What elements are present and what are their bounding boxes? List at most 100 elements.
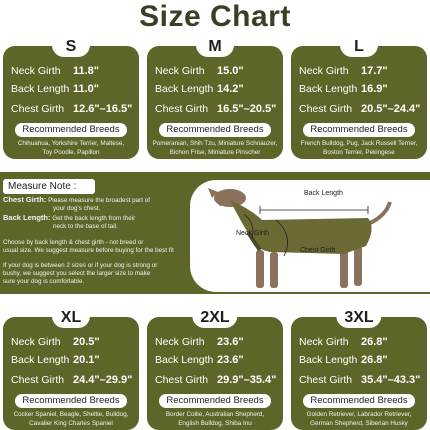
neck-girth-line [243,213,254,239]
dog-illustration: Back Length Neck Girth Chest Girth [208,188,392,288]
back-length-label: Back Length [155,83,214,95]
chest-girth-row: Chest Girth 35.4"–43.3" [299,372,421,388]
size-card-s: S Neck Girth 11.8" Back Length 11.0" Chest Gi… [3,37,139,159]
neck-girth-value: 23.6" [217,336,244,348]
neck-girth-label: Neck Girth [155,65,205,77]
back-length-row: Back Length 23.6" [155,352,277,368]
back-length-label: Back Length [11,354,70,366]
back-length-note: Back Length: Get the back length from th… [3,214,181,231]
measure-note-panel: Measure Note : Chest Girth: Please measu… [0,172,430,294]
size-card-2xl: 2XL Neck Girth 23.6" Back Length 23.6" Chest … [147,308,283,430]
neck-girth-row: Neck Girth 26.8" [299,334,421,350]
neck-girth-value: 17.7" [361,65,388,77]
back-length-label: Back Length [155,354,214,366]
neck-girth-row: Neck Girth 20.5" [11,334,133,350]
size-tip-2: If your dog is between 2 sizes or if you… [3,262,181,286]
breed-list-line-1: Border Collie, Australian Shepherd, [165,411,265,418]
chest-girth-row: Chest Girth 24.4"–29.9" [11,372,133,388]
breed-list-line-2: German Shepherd, Siberian Husky [310,420,408,427]
chest-girth-label: Chest Girth [11,103,65,115]
back-length-note-desc-2: neck to the base of tail. [53,223,118,230]
size-label: M [196,37,234,57]
chest-girth-value: 16.5"–20.5" [217,103,277,115]
size-label: L [340,37,378,57]
neck-girth-value: 20.5" [73,336,100,348]
breed-list-line-1: Chihuahua, Yorkshire Terrier, Maltese, [17,140,125,147]
back-length-label: Back Length [299,83,358,95]
chest-girth-note-desc-2: your dog's chest. [53,205,101,212]
neck-girth-label: Neck Girth [236,230,269,237]
recommended-breeds-button: Recommended Breeds [159,123,271,137]
back-length-row: Back Length 16.9" [299,81,421,97]
breed-list-line-2: Toy Poodle, Papillon [42,149,100,156]
size-tip-1: Choose by back length & chest girth - no… [3,239,181,255]
dog-measure-diagram: Back Length Neck Girth Chest Girth [190,180,430,292]
size-tip-1-line-2: usual size. We suggest measure before bu… [3,247,174,254]
back-length-note-title: Back Length: [3,213,51,222]
back-length-value: 23.6" [217,354,244,366]
chest-girth-value: 29.9"–35.4" [217,374,277,386]
breed-list-line-1: Golden Retriever, Labrador Retriever, [306,411,412,418]
size-card-l: L Neck Girth 17.7" Back Length 16.9" Chest Gi… [291,37,427,159]
chest-girth-label: Chest Girth [155,103,209,115]
recommended-breeds-button: Recommended Breeds [15,123,127,137]
recommended-breeds-button: Recommended Breeds [15,394,127,408]
breed-list: Border Collie, Australian Shepherd, Engli… [150,410,280,428]
neck-girth-row: Neck Girth 17.7" [299,63,421,79]
breed-list-line-2: English Bulldog, Shiba Inu [178,420,252,427]
breed-list-line-2: Boston Terrier, Pekingese [323,149,395,156]
size-tip-2-line-3: sure your dog is comfortable. [3,278,85,285]
breed-list: Cocker Spaniel, Beagle, Sheltie, Bulldog… [6,410,136,428]
back-length-row: Back Length 20.1" [11,352,133,368]
recommended-breeds-button: Recommended Breeds [303,123,415,137]
back-length-note-desc-1: Get the back length from their [52,215,136,222]
chest-girth-label: Chest Girth [300,247,336,254]
chest-girth-value: 12.6"–16.5" [73,103,133,115]
back-length-row: Back Length 11.0" [11,81,133,97]
size-tip-1-line-1: Choose by back length & chest girth - no… [3,239,144,246]
size-tip-2-line-2: bushy, we suggest you select the larger … [3,270,151,277]
neck-girth-label: Neck Girth [299,65,349,77]
back-length-value: 16.9" [361,83,388,95]
chest-girth-label: Chest Girth [299,103,353,115]
neck-girth-label: Neck Girth [11,65,61,77]
size-tip-2-line-1: If your dog is between 2 sizes or if you… [3,262,158,269]
chest-girth-label: Chest Girth [155,374,209,386]
breed-list: Golden Retriever, Labrador Retriever, Ger… [294,410,424,428]
neck-girth-value: 11.8" [73,65,100,77]
neck-girth-row: Neck Girth 23.6" [155,334,277,350]
chest-girth-row: Chest Girth 16.5"–20.5" [155,101,277,117]
neck-girth-label: Neck Girth [299,336,349,348]
neck-girth-row: Neck Girth 15.0" [155,63,277,79]
breed-list-line-2: Bichon Frise, Miniature Pinscher [169,149,261,156]
back-length-label: Back Length [299,354,358,366]
chest-girth-label: Chest Girth [299,374,353,386]
back-length-value: 20.1" [73,354,100,366]
size-card-m: M Neck Girth 15.0" Back Length 14.2" Chest Gi… [147,37,283,159]
chest-girth-line [275,219,288,257]
breed-list: Chihuahua, Yorkshire Terrier, Maltese, To… [6,139,136,157]
size-label: XL [52,308,90,328]
back-length-value: 26.8" [361,354,388,366]
back-length-row: Back Length 26.8" [299,352,421,368]
back-length-label: Back Length [11,83,70,95]
recommended-breeds-button: Recommended Breeds [159,394,271,408]
chest-girth-label: Chest Girth [11,374,65,386]
back-length-value: 14.2" [217,83,244,95]
dog-coat-icon [230,200,372,254]
size-card-3xl: 3XL Neck Girth 26.8" Back Length 26.8" Chest … [291,308,427,430]
page-title: Size Chart [139,0,291,33]
neck-girth-row: Neck Girth 11.8" [11,63,133,79]
recommended-breeds-button: Recommended Breeds [303,394,415,408]
neck-girth-label: Neck Girth [155,336,205,348]
neck-girth-label: Neck Girth [11,336,61,348]
chest-girth-note-desc-1: Please measure the broadest part of [48,197,150,204]
chest-girth-note: Chest Girth: Please measure the broadest… [3,196,181,213]
size-label: 3XL [336,308,382,328]
size-label: 2XL [192,308,238,328]
chest-girth-value: 35.4"–43.3" [361,374,421,386]
breed-list-line-1: Cocker Spaniel, Beagle, Sheltie, Bulldog… [13,411,129,418]
breed-list-line-1: French Bulldog, Pug, Jack Russell Terrie… [300,140,418,147]
chest-girth-row: Chest Girth 29.9"–35.4" [155,372,277,388]
size-label: S [52,37,90,57]
